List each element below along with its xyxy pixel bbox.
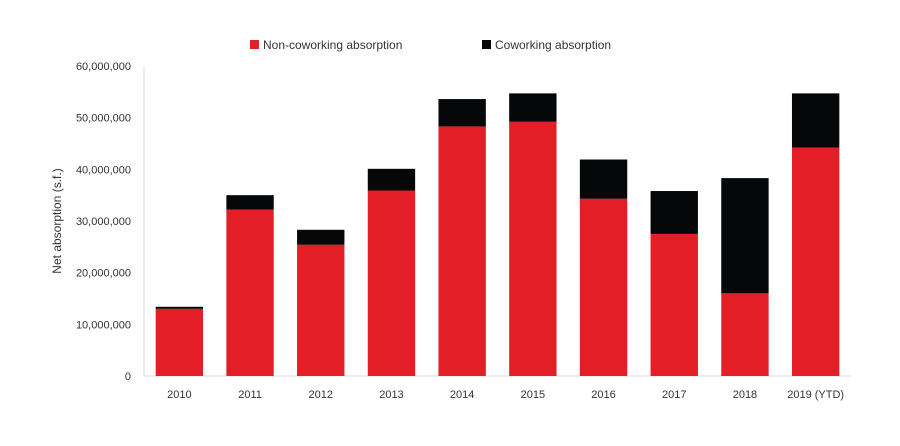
bar-coworking-2017 xyxy=(650,191,698,234)
y-axis-title: Net absorption (s.f.) xyxy=(50,168,64,273)
bar-coworking-2010 xyxy=(155,306,204,309)
bar-non-coworking-2010 xyxy=(155,308,204,376)
bar-coworking-2011 xyxy=(226,195,274,210)
x-tick-label: 2011 xyxy=(238,389,262,401)
bar-coworking-2014 xyxy=(438,99,486,127)
x-tick-label: 2014 xyxy=(450,389,474,401)
y-tick-label: 0 xyxy=(125,371,131,383)
y-axis-ticks: 0 10,000,000 20,000,000 30,000,000 40,000,00… xyxy=(76,61,131,383)
y-tick-label: 10,000,000 xyxy=(76,319,131,331)
x-tick-label: 2018 xyxy=(733,389,757,401)
y-tick-label: 50,000,000 xyxy=(76,113,131,125)
legend-label-non-coworking: Non-coworking absorption xyxy=(263,38,402,52)
x-tick-label: 2017 xyxy=(662,389,686,401)
bar-non-coworking-2018 xyxy=(721,293,769,376)
x-tick-label: 2010 xyxy=(167,389,191,401)
bar-non-coworking-2014 xyxy=(438,126,486,376)
x-tick-label: 2016 xyxy=(591,389,615,401)
bar-coworking-2013 xyxy=(367,168,416,191)
legend-item-non-coworking: Non-coworking absorption xyxy=(250,38,402,52)
bar-coworking-2015 xyxy=(509,93,557,122)
bar-non-coworking-2015 xyxy=(509,121,557,376)
bar-coworking-2019-ytd xyxy=(791,93,840,148)
x-tick-label: 2013 xyxy=(379,389,403,401)
bar-non-coworking-2013 xyxy=(367,190,416,376)
legend: Non-coworking absorption Coworking absor… xyxy=(250,38,611,52)
x-tick-label: 2015 xyxy=(521,389,545,401)
y-tick-label: 40,000,000 xyxy=(76,164,131,176)
y-tick-label: 60,000,000 xyxy=(76,61,131,73)
bar-coworking-2012 xyxy=(297,229,345,245)
legend-label-coworking: Coworking absorption xyxy=(495,38,611,52)
bar-coworking-2016 xyxy=(579,159,628,199)
x-tick-label: 2019 (YTD) xyxy=(787,389,844,401)
y-tick-label: 20,000,000 xyxy=(76,268,131,280)
legend-item-coworking: Coworking absorption xyxy=(482,38,611,52)
x-axis-ticks: 2010 2011 2012 2013 2014 2015 2016 2017 2018 2019… xyxy=(167,389,844,401)
legend-swatch-non-coworking xyxy=(250,40,259,49)
bar-non-coworking-2017 xyxy=(650,233,698,376)
bar-non-coworking-2016 xyxy=(579,198,628,376)
bar-non-coworking-2019-ytd xyxy=(791,147,840,376)
bar-non-coworking-2011 xyxy=(226,209,274,376)
legend-swatch-coworking xyxy=(482,40,491,49)
bar-coworking-2018 xyxy=(721,178,769,294)
bar-non-coworking-2012 xyxy=(297,244,345,376)
y-tick-label: 30,000,000 xyxy=(76,216,131,228)
x-tick-label: 2012 xyxy=(309,389,333,401)
bars xyxy=(155,93,840,376)
